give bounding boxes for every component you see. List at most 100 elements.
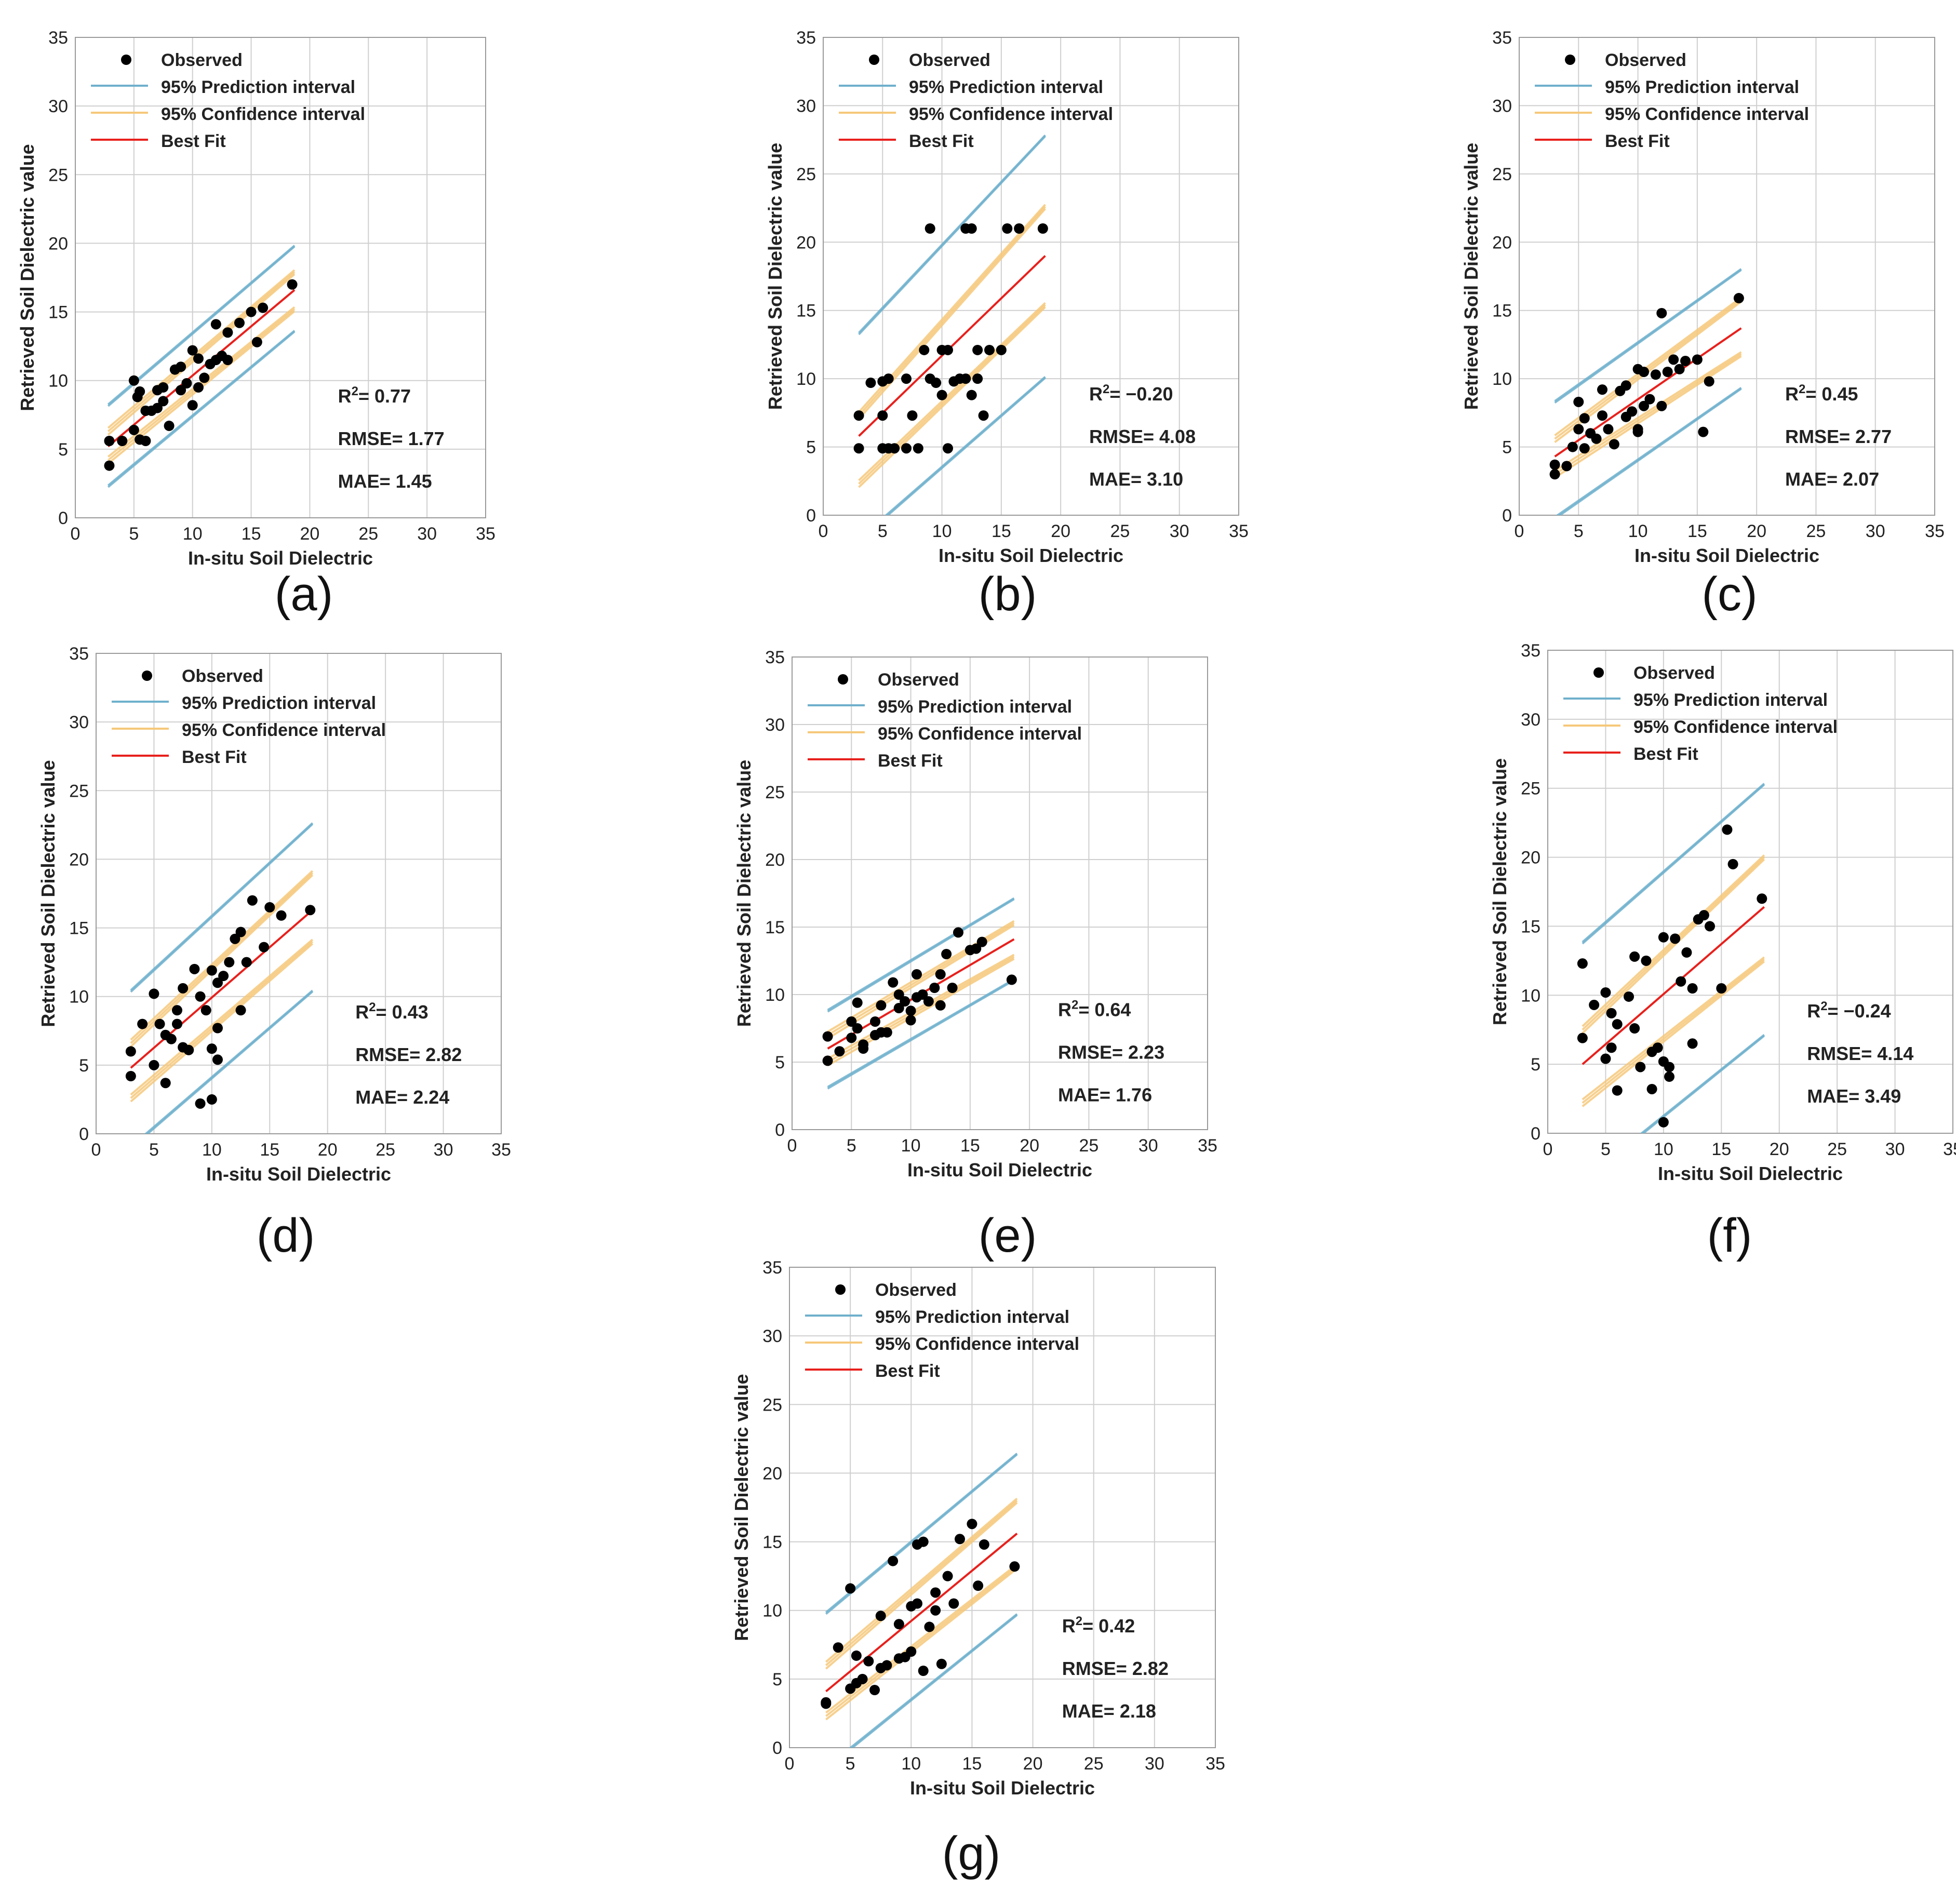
x-tick-label: 0 xyxy=(1515,521,1524,541)
legend-label: 95% Prediction interval xyxy=(1605,77,1799,97)
x-tick-label: 25 xyxy=(1806,521,1826,541)
legend-label: 95% Prediction interval xyxy=(878,697,1072,717)
observed-point xyxy=(846,1033,857,1043)
y-tick-label: 25 xyxy=(765,783,785,802)
observed-point xyxy=(947,983,958,993)
confidence-interval-line-upper xyxy=(130,872,314,1044)
observed-point xyxy=(218,971,229,982)
y-tick-label: 5 xyxy=(79,1056,89,1076)
observed-point xyxy=(1662,367,1673,377)
observed-point xyxy=(851,1650,862,1661)
x-tick-label: 25 xyxy=(1110,521,1130,541)
x-tick-label: 25 xyxy=(1084,1754,1104,1774)
chart-panel-7: 0 5 10 15 20 25 30 35 0 5 10 15 20 25 30 35 In-situ Soil… xyxy=(731,1258,1225,1880)
y-tick-label: 25 xyxy=(48,165,68,185)
observed-point xyxy=(1698,426,1709,437)
observed-point xyxy=(234,317,245,328)
y-tick-label: 10 xyxy=(765,985,785,1005)
observed-point xyxy=(181,378,192,388)
observed-point xyxy=(276,910,287,921)
chart-panel-3: 0 5 10 15 20 25 30 35 0 5 10 15 20 25 30 35 In-situ Soil… xyxy=(1461,28,1945,621)
plot-frame xyxy=(96,653,502,1134)
observed-point xyxy=(1600,987,1611,998)
x-axis-label: In-situ Soil Dielectric xyxy=(939,545,1123,566)
observed-point xyxy=(1674,364,1685,374)
r-squared-symbol: R xyxy=(338,385,352,407)
observed-point xyxy=(1681,947,1692,958)
r-squared-superscript: 2 xyxy=(352,384,358,398)
x-tick-label: 5 xyxy=(149,1140,159,1160)
observed-point xyxy=(955,1534,965,1545)
legend-marker-observed xyxy=(1565,55,1575,65)
legend-label: Best Fit xyxy=(1605,131,1670,151)
observed-point xyxy=(1009,1561,1020,1572)
observed-point xyxy=(1722,824,1733,835)
y-tick-label: 10 xyxy=(1521,986,1540,1005)
y-tick-label: 35 xyxy=(762,1258,782,1278)
x-tick-label: 5 xyxy=(847,1136,856,1156)
observed-point xyxy=(1687,1038,1698,1049)
observed-point xyxy=(222,355,233,366)
observed-point xyxy=(247,895,258,906)
y-tick-label: 35 xyxy=(796,28,816,48)
observed-point xyxy=(925,223,935,234)
observed-point xyxy=(187,400,198,411)
observed-point xyxy=(834,1046,845,1057)
r-squared-label: R2= 0.64 xyxy=(1058,998,1131,1021)
observed-point xyxy=(1597,410,1607,421)
y-tick-label: 30 xyxy=(765,715,785,735)
observed-point xyxy=(152,403,163,413)
confidence-interval-line-lower xyxy=(825,1567,1018,1721)
y-tick-label: 35 xyxy=(48,28,68,48)
legend-label: 95% Confidence interval xyxy=(182,720,386,740)
observed-point xyxy=(870,1016,880,1027)
observed-point xyxy=(857,1673,868,1684)
observed-point xyxy=(212,977,223,988)
x-tick-label: 30 xyxy=(417,524,437,544)
observed-point xyxy=(1014,223,1025,234)
observed-point xyxy=(1658,932,1669,943)
y-tick-label: 35 xyxy=(1492,28,1512,48)
panel-label: (e) xyxy=(979,1209,1037,1262)
observed-point xyxy=(936,1658,947,1669)
observed-point xyxy=(900,996,910,1007)
panel-label: (f) xyxy=(1707,1209,1752,1262)
observed-point xyxy=(889,443,900,454)
legend-label: 95% Prediction interval xyxy=(875,1307,1069,1327)
observed-point xyxy=(972,373,983,384)
observed-point xyxy=(877,410,888,421)
y-tick-label: 5 xyxy=(772,1670,782,1690)
x-tick-label: 0 xyxy=(71,524,81,544)
y-tick-label: 15 xyxy=(1492,301,1512,321)
observed-point xyxy=(979,1539,989,1550)
legend-label: Best Fit xyxy=(182,747,247,767)
y-tick-label: 5 xyxy=(1502,438,1512,458)
prediction-interval-line-lower xyxy=(1640,1034,1765,1133)
observed-point xyxy=(158,382,169,393)
x-tick-label: 5 xyxy=(1574,521,1584,541)
legend-marker-observed xyxy=(1593,667,1604,678)
observed-point xyxy=(212,1023,223,1034)
confidence-interval-line-lower xyxy=(858,304,1046,485)
plot-frame xyxy=(75,37,486,518)
observed-point xyxy=(973,1580,984,1591)
data-layer xyxy=(104,245,298,488)
legend-marker-observed xyxy=(142,671,152,681)
panel-label: (d) xyxy=(257,1209,315,1262)
plot-area xyxy=(96,653,501,1134)
confidence-interval-line-lower xyxy=(130,943,314,1103)
x-tick-label: 20 xyxy=(1747,521,1766,541)
y-tick-label: 20 xyxy=(69,850,89,869)
prediction-interval-line-upper xyxy=(825,1452,1018,1613)
x-tick-label: 35 xyxy=(491,1140,511,1160)
x-tick-label: 0 xyxy=(787,1136,797,1156)
rmse-label: RMSE= 2.77 xyxy=(1785,426,1892,447)
legend-label: Best Fit xyxy=(875,1361,940,1381)
r-squared-symbol: R xyxy=(1089,383,1103,405)
mae-label: MAE= 3.49 xyxy=(1807,1085,1901,1107)
observed-point xyxy=(1676,976,1686,987)
observed-point xyxy=(189,963,200,974)
observed-point xyxy=(1705,921,1715,932)
legend-label: Observed xyxy=(909,50,990,70)
y-tick-label: 15 xyxy=(796,301,816,321)
